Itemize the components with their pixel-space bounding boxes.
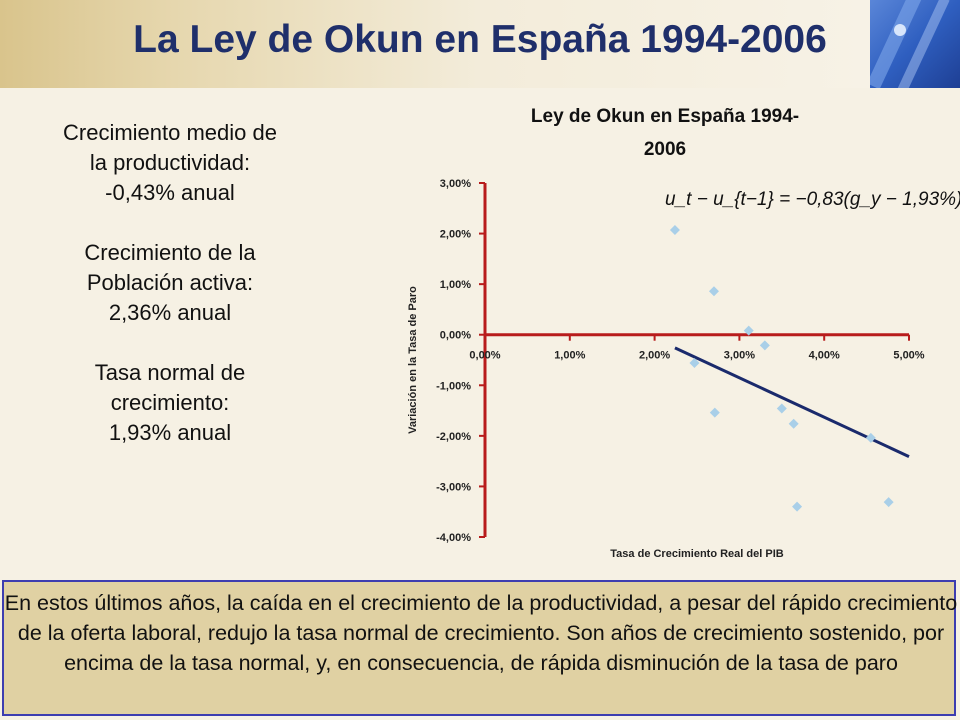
okun-scatter-chart: u_t − u_{t−1} = −0,83(g_y − 1,93%) Varia… — [407, 178, 960, 560]
data-point — [776, 403, 787, 414]
x-tick-label: 1,00% — [554, 350, 585, 362]
conclusion-text: En estos últimos años, la caída en el cr… — [4, 591, 958, 675]
x-tick-label: 2,00% — [639, 350, 670, 362]
page-title: La Ley de Okun en España 1994-2006 — [133, 18, 827, 61]
x-axis-label: Tasa de Crecimiento Real del PIB — [610, 548, 783, 560]
y-tick-label: 3,00% — [440, 178, 471, 190]
chart-title: Ley de Okun en España 1994- 2006 — [530, 106, 800, 160]
y-tick-label: -2,00% — [436, 431, 471, 443]
y-tick-label: 1,00% — [440, 279, 471, 291]
y-tick-label: -1,00% — [436, 380, 471, 392]
data-point — [883, 497, 894, 508]
logo — [870, 0, 960, 88]
data-point — [788, 418, 799, 429]
title-bar — [0, 0, 870, 88]
trend-line — [674, 346, 910, 458]
y-tick-label: 0,00% — [440, 330, 471, 342]
productivity-text: Crecimiento medio de la productividad: -… — [63, 120, 277, 205]
okun-equation: u_t − u_{t−1} = −0,83(g_y − 1,93%) — [665, 189, 960, 210]
left-panel: Crecimiento medio de la productividad: -… — [20, 118, 320, 448]
normal-growth-text: Tasa normal de crecimiento: 1,93% anual — [94, 360, 246, 445]
data-point — [792, 501, 803, 512]
x-tick-label: 0,00% — [469, 350, 500, 362]
data-point — [669, 225, 680, 236]
data-point — [865, 432, 876, 443]
y-tick-label: -3,00% — [436, 481, 471, 493]
y-axis-label: Variación en la Tasa de Paro — [407, 286, 419, 434]
data-point — [708, 286, 719, 297]
labor-force-text: Crecimiento de la Población activa: 2,36… — [84, 240, 256, 325]
x-tick-label: 5,00% — [893, 350, 924, 362]
data-point — [709, 407, 720, 418]
y-tick-label: 2,00% — [440, 229, 471, 241]
x-tick-label: 4,00% — [809, 350, 840, 362]
conclusion-box: En estos últimos años, la caída en el cr… — [2, 580, 958, 716]
data-point — [759, 340, 770, 351]
data-point — [689, 358, 700, 369]
x-tick-label: 3,00% — [724, 350, 755, 362]
y-tick-label: -4,00% — [436, 532, 471, 544]
data-point — [743, 325, 754, 336]
